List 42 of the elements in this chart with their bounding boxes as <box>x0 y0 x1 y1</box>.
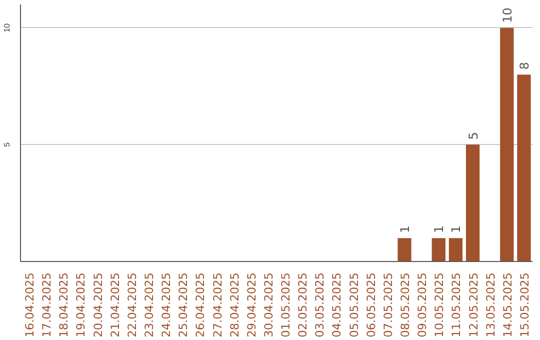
x-tick-label: 09.05.2025 <box>415 272 430 338</box>
x-tick-label: 20.04.2025 <box>90 272 105 338</box>
x-tick-label: 02.05.2025 <box>296 272 310 338</box>
bar <box>466 144 480 262</box>
data-label: 10 <box>500 8 514 23</box>
x-tick-label: 13.05.2025 <box>483 272 498 338</box>
data-label: 8 <box>517 62 532 70</box>
x-tick-label: 24.04.2025 <box>159 272 174 338</box>
x-tick-label: 04.05.2025 <box>330 272 344 338</box>
x-tick-label: 10.05.2025 <box>432 272 446 338</box>
x-tick-label: 01.05.2025 <box>278 272 293 338</box>
x-tick-label: 07.05.2025 <box>380 272 395 338</box>
x-tick-label: 17.04.2025 <box>40 272 54 338</box>
x-tick-label: 15.05.2025 <box>517 272 532 338</box>
x-tick-label: 23.04.2025 <box>142 272 156 338</box>
x-tick-label: 27.04.2025 <box>210 272 224 338</box>
x-tick-label: 25.04.2025 <box>176 272 190 338</box>
x-tick-label: 05.05.2025 <box>346 272 361 338</box>
bar <box>432 238 446 262</box>
x-tick-label: 08.05.2025 <box>398 272 412 338</box>
x-tick-label: 30.04.2025 <box>261 272 276 338</box>
x-tick-label: 06.05.2025 <box>364 272 378 338</box>
x-tick-label: 14.05.2025 <box>500 272 514 338</box>
x-tick-label: 18.04.2025 <box>56 272 71 338</box>
bar <box>448 238 463 262</box>
bar <box>517 74 531 262</box>
bar <box>500 28 514 262</box>
x-tick-label: 03.05.2025 <box>312 272 327 338</box>
x-tick-label: 19.04.2025 <box>74 272 88 338</box>
x-tick-label: 26.04.2025 <box>193 272 208 338</box>
x-tick-label: 22.04.2025 <box>124 272 139 338</box>
x-tick-label: 29.04.2025 <box>244 272 258 338</box>
x-tick-label: 11.05.2025 <box>449 272 464 338</box>
bar <box>398 238 412 262</box>
x-tick-label: 28.04.2025 <box>227 272 242 338</box>
data-label: 1 <box>432 225 446 234</box>
x-tick-label: 21.04.2025 <box>108 272 122 338</box>
data-label: 5 <box>466 132 480 140</box>
x-tick-label: 12.05.2025 <box>466 272 480 338</box>
data-label: 1 <box>449 225 464 234</box>
data-label: 1 <box>398 225 412 234</box>
x-tick-label: 16.04.2025 <box>22 272 37 338</box>
